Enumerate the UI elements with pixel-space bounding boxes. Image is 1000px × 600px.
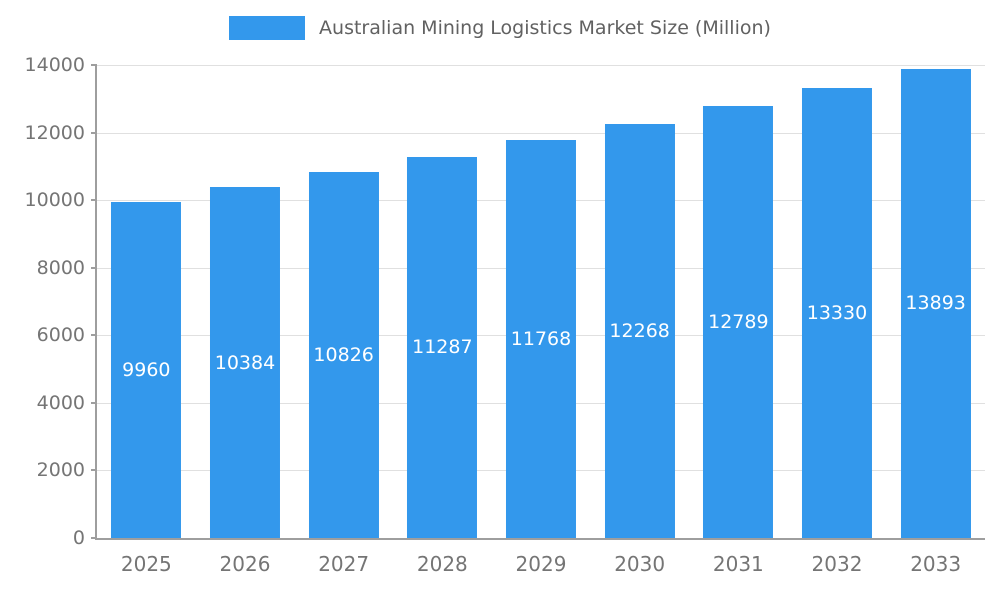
bar-value-label: 10384 (214, 351, 276, 374)
chart-title: Australian Mining Logistics Market Size … (319, 17, 771, 39)
y-axis-tick-label: 12000 (24, 121, 85, 144)
y-axis-tick-mark (91, 131, 97, 134)
y-axis-tick-mark (91, 334, 97, 337)
bar-band: 12789 2031 (689, 65, 788, 576)
bar-band: 10384 2026 (196, 65, 295, 576)
bar-band: 12268 2030 (590, 65, 689, 576)
bar-2025[interactable]: 9960 (111, 201, 182, 538)
bar-value-label: 13893 (905, 292, 966, 315)
x-axis-tick-label: 2029 (515, 552, 567, 576)
y-axis-tick-mark (91, 469, 97, 472)
bar-2028[interactable]: 11287 (407, 156, 478, 538)
y-axis-tick-label: 14000 (24, 54, 85, 76)
bar-2029[interactable]: 11768 (505, 140, 576, 538)
y-axis-tick-mark (91, 401, 97, 404)
plot-area: 0 2000 4000 6000 8000 10000 12000 14000 9960 2025… (25, 54, 985, 576)
bar-value-label: 12268 (609, 319, 670, 342)
bar-value-label: 12789 (708, 310, 769, 333)
gridline (97, 132, 985, 134)
y-axis-tick-label: 6000 (36, 324, 85, 347)
chart-legend[interactable]: Australian Mining Logistics Market Size … (0, 16, 1000, 40)
y-axis-tick-label: 2000 (36, 459, 85, 482)
x-axis-tick-label: 2028 (416, 552, 468, 576)
bar-2033[interactable]: 13893 (900, 68, 971, 538)
bar-value-label: 9960 (122, 358, 171, 381)
gridline (97, 65, 985, 66)
legend-swatch[interactable] (229, 16, 306, 40)
bar-2030[interactable]: 12268 (604, 123, 675, 538)
bar-value-label: 11768 (510, 328, 572, 351)
y-axis-tick-mark (91, 199, 97, 202)
bar-band: 13893 2033 (886, 65, 985, 576)
bar-2026[interactable]: 10384 (209, 187, 280, 538)
bar-band: 9960 2025 (97, 65, 196, 576)
bar-band: 10826 2027 (294, 65, 393, 576)
bar-2027[interactable]: 10826 (308, 172, 379, 538)
y-axis-tick-label: 10000 (24, 189, 85, 212)
x-axis-tick-label: 2030 (614, 552, 666, 576)
y-axis-tick-label: 0 (72, 527, 85, 549)
y-axis-tick-mark (91, 537, 97, 539)
bar-2031[interactable]: 12789 (703, 105, 774, 538)
bar-band: 11768 2029 (492, 65, 591, 576)
bar-2032[interactable]: 13330 (801, 87, 872, 538)
bar-band: 11287 2028 (393, 65, 492, 576)
y-axis-tick-mark (91, 266, 97, 269)
y-axis-tick-label: 4000 (36, 391, 85, 414)
bar-value-label: 10826 (313, 344, 374, 367)
bar-value-label: 11287 (412, 336, 473, 359)
bar-value-label: 13330 (806, 301, 868, 324)
bar-band: 13330 2032 (788, 65, 887, 576)
x-axis-tick-label: 2031 (712, 552, 764, 576)
x-axis-tick-label: 2033 (910, 552, 962, 576)
x-axis-tick-label: 2025 (120, 552, 172, 576)
x-axis-tick-label: 2032 (811, 552, 863, 576)
x-axis-tick-label: 2026 (219, 552, 271, 576)
x-axis-tick-label: 2027 (318, 552, 370, 576)
y-axis-tick-label: 8000 (36, 256, 85, 279)
y-axis-tick-mark (91, 64, 97, 66)
